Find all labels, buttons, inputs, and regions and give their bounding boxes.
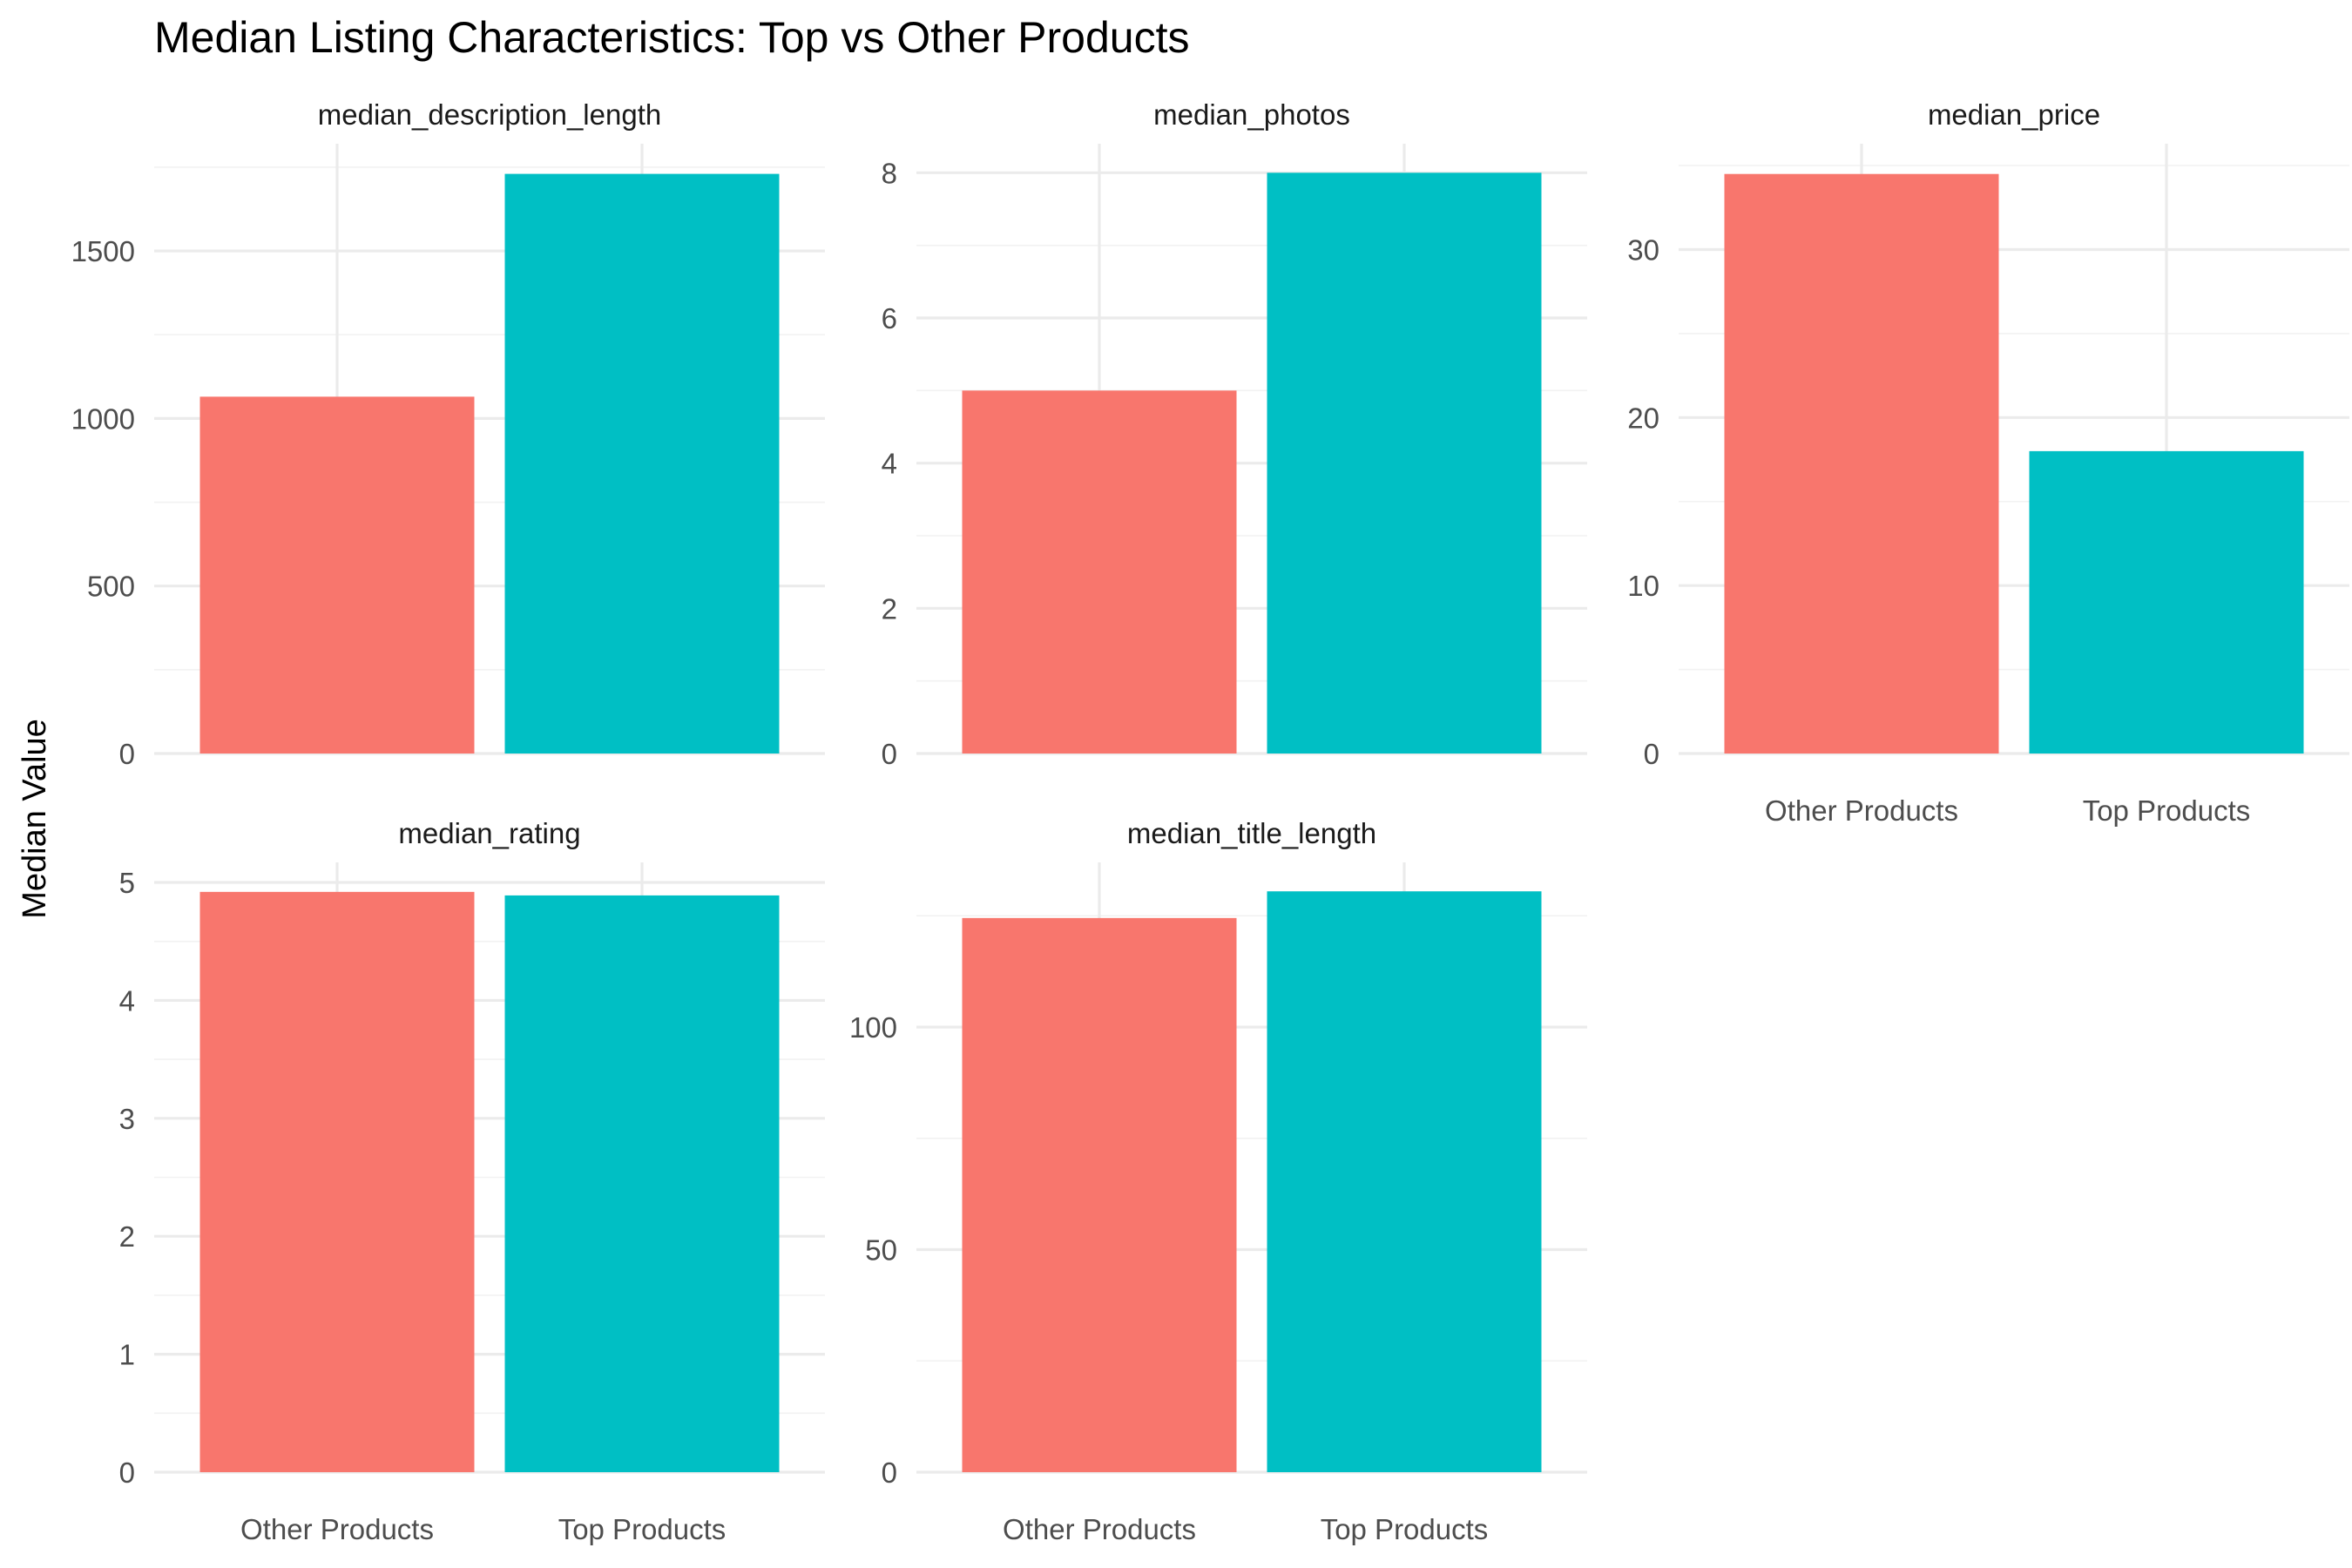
- y-tick-label: 0: [1644, 738, 1659, 770]
- facet-label: median_rating: [398, 817, 580, 849]
- y-tick-label: 4: [119, 984, 135, 1017]
- y-tick-label: 5: [119, 867, 135, 899]
- y-tick-label: 2: [882, 592, 897, 625]
- y-tick-label: 50: [865, 1234, 897, 1267]
- y-tick-label: 30: [1627, 233, 1659, 266]
- y-tick-label: 1000: [71, 402, 135, 435]
- y-tick-label: 4: [882, 448, 897, 480]
- x-tick-label: Top Products: [1321, 1513, 1489, 1545]
- y-tick-label: 6: [882, 302, 897, 335]
- panel-median_title_length: 0 50 100 Other Products Top Products median_t…: [849, 817, 1587, 1545]
- y-tick-label: 0: [882, 738, 897, 770]
- y-tick-label: 3: [119, 1103, 135, 1135]
- y-tick-label: 10: [1627, 570, 1659, 602]
- x-tick-label: Top Products: [558, 1513, 727, 1545]
- y-tick-label: 1: [119, 1339, 135, 1371]
- facet-panels: 050010001500median_description_length024…: [71, 98, 2349, 1545]
- y-tick-label: 0: [882, 1456, 897, 1489]
- bar-other-products: [962, 917, 1237, 1472]
- facet-label: median_price: [1928, 98, 2100, 131]
- panel-median_description_length: 0 500 1000 1500 median_description_length: [71, 98, 825, 770]
- bar-other-products: [1724, 173, 1999, 754]
- bar-top-products: [504, 895, 780, 1472]
- y-tick-label: 8: [882, 157, 897, 189]
- y-tick-label: 0: [119, 738, 135, 770]
- y-tick-label: 1500: [71, 235, 135, 267]
- bar-other-products: [962, 390, 1237, 754]
- x-tick-label: Other Products: [1003, 1513, 1196, 1545]
- bar-other-products: [199, 891, 475, 1472]
- x-tick-label: Other Products: [240, 1513, 434, 1545]
- facet-label: median_photos: [1153, 98, 1350, 131]
- bar-other-products: [199, 396, 475, 754]
- y-tick-label: 100: [849, 1011, 897, 1044]
- y-axis-label: Median Value: [17, 719, 53, 919]
- y-tick-label: 0: [119, 1456, 135, 1489]
- chart-title: Median Listing Characteristics: Top vs O…: [154, 13, 1189, 62]
- panel-median_price: 0 10 20 30 Other Products Top Products median_…: [1627, 98, 2349, 827]
- x-tick-label: Top Products: [2083, 794, 2251, 827]
- y-tick-label: 500: [87, 571, 135, 603]
- bar-top-products: [2029, 450, 2304, 754]
- facet-label: median_description_length: [318, 98, 661, 131]
- bar-top-products: [504, 173, 780, 754]
- y-tick-label: 20: [1627, 402, 1659, 434]
- panel-median_photos: 0 2 4 6 8 median_photos: [882, 98, 1587, 770]
- panel-median_rating: 0 1 2 3 4 5 Other Products Top Products median_r…: [119, 817, 825, 1545]
- bar-top-products: [1267, 891, 1542, 1472]
- facet-label: median_title_length: [1127, 817, 1376, 849]
- x-tick-label: Other Products: [1765, 794, 1958, 827]
- bar-top-products: [1267, 172, 1542, 754]
- y-tick-label: 2: [119, 1220, 135, 1253]
